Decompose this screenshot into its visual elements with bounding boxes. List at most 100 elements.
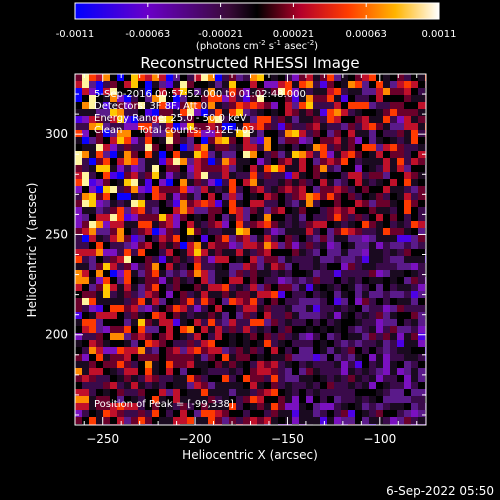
- image-pixel: [152, 130, 159, 137]
- image-pixel: [257, 333, 264, 340]
- image-pixel: [292, 95, 299, 102]
- image-pixel: [159, 193, 166, 200]
- image-pixel: [89, 333, 96, 340]
- image-pixel: [348, 403, 355, 410]
- image-pixel: [299, 193, 306, 200]
- image-pixel: [376, 291, 383, 298]
- image-pixel: [292, 172, 299, 179]
- image-pixel: [264, 207, 271, 214]
- image-pixel: [194, 123, 201, 130]
- image-pixel: [166, 347, 173, 354]
- image-pixel: [390, 228, 397, 235]
- image-pixel: [306, 242, 313, 249]
- image-pixel: [376, 88, 383, 95]
- image-pixel: [369, 326, 376, 333]
- colorbar-tick-label: 0.00021: [273, 29, 314, 40]
- image-pixel: [292, 249, 299, 256]
- image-pixel: [362, 277, 369, 284]
- image-pixel: [369, 109, 376, 116]
- image-pixel: [418, 382, 425, 389]
- image-pixel: [173, 256, 180, 263]
- image-pixel: [257, 319, 264, 326]
- image-pixel: [404, 123, 411, 130]
- image-pixel: [341, 333, 348, 340]
- image-pixel: [404, 263, 411, 270]
- image-pixel: [180, 242, 187, 249]
- image-pixel: [383, 396, 390, 403]
- image-pixel: [348, 305, 355, 312]
- image-pixel: [376, 312, 383, 319]
- image-pixel: [215, 417, 222, 424]
- image-pixel: [201, 179, 208, 186]
- image-pixel: [271, 186, 278, 193]
- image-pixel: [103, 200, 110, 207]
- image-pixel: [418, 298, 425, 305]
- image-pixel: [138, 151, 145, 158]
- image-pixel: [117, 319, 124, 326]
- image-pixel: [215, 375, 222, 382]
- image-pixel: [362, 158, 369, 165]
- image-pixel: [278, 417, 285, 424]
- image-pixel: [243, 151, 250, 158]
- image-pixel: [250, 270, 257, 277]
- image-pixel: [390, 235, 397, 242]
- image-pixel: [89, 389, 96, 396]
- image-pixel: [243, 130, 250, 137]
- image-pixel: [341, 354, 348, 361]
- image-pixel: [383, 305, 390, 312]
- image-pixel: [278, 214, 285, 221]
- image-pixel: [89, 81, 96, 88]
- image-pixel: [369, 277, 376, 284]
- image-pixel: [320, 165, 327, 172]
- image-pixel: [390, 221, 397, 228]
- image-pixel: [397, 319, 404, 326]
- image-pixel: [306, 396, 313, 403]
- image-pixel: [383, 263, 390, 270]
- image-pixel: [208, 326, 215, 333]
- image-pixel: [117, 88, 124, 95]
- image-pixel: [250, 172, 257, 179]
- image-pixel: [320, 312, 327, 319]
- image-pixel: [285, 116, 292, 123]
- image-pixel: [334, 144, 341, 151]
- image-pixel: [131, 319, 138, 326]
- image-pixel: [278, 102, 285, 109]
- image-pixel: [82, 109, 89, 116]
- image-pixel: [215, 410, 222, 417]
- image-pixel: [411, 256, 418, 263]
- image-pixel: [166, 410, 173, 417]
- image-pixel: [390, 417, 397, 424]
- image-pixel: [313, 361, 320, 368]
- image-pixel: [250, 347, 257, 354]
- image-pixel: [397, 95, 404, 102]
- image-pixel: [145, 207, 152, 214]
- image-pixel: [383, 200, 390, 207]
- image-pixel: [250, 333, 257, 340]
- image-pixel: [355, 291, 362, 298]
- image-pixel: [222, 263, 229, 270]
- image-pixel: [159, 109, 166, 116]
- image-pixel: [110, 389, 117, 396]
- image-pixel: [215, 137, 222, 144]
- image-pixel: [131, 158, 138, 165]
- image-pixel: [355, 172, 362, 179]
- image-pixel: [313, 193, 320, 200]
- image-pixel: [201, 326, 208, 333]
- image-pixel: [180, 368, 187, 375]
- image-pixel: [159, 116, 166, 123]
- image-pixel: [110, 81, 117, 88]
- image-pixel: [103, 312, 110, 319]
- image-pixel: [110, 165, 117, 172]
- image-pixel: [110, 151, 117, 158]
- image-pixel: [75, 200, 82, 207]
- image-pixel: [110, 354, 117, 361]
- image-pixel: [292, 242, 299, 249]
- image-pixel: [166, 207, 173, 214]
- image-pixel: [355, 417, 362, 424]
- image-pixel: [257, 186, 264, 193]
- image-pixel: [418, 144, 425, 151]
- image-pixel: [236, 102, 243, 109]
- image-pixel: [264, 298, 271, 305]
- image-pixel: [75, 284, 82, 291]
- image-pixel: [313, 417, 320, 424]
